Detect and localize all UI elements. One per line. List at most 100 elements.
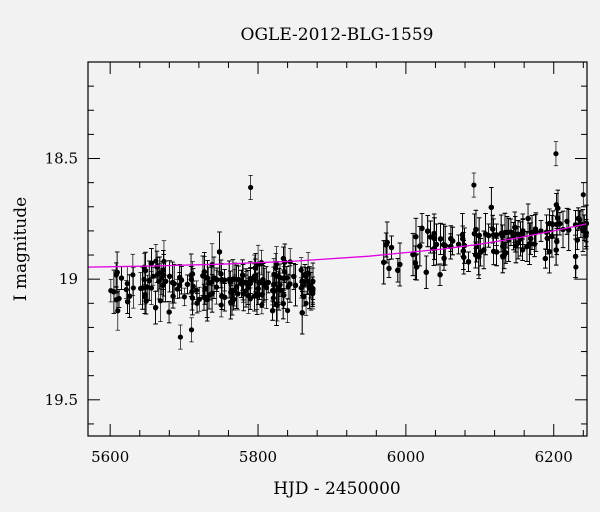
- x-tick-label: 6000: [387, 448, 425, 466]
- data-point: [251, 273, 257, 279]
- data-point: [248, 184, 254, 191]
- data-point: [273, 301, 280, 307]
- data-point: [490, 226, 496, 232]
- data-point: [125, 299, 131, 305]
- data-point: [471, 182, 477, 188]
- data-point: [169, 280, 176, 286]
- data-point: [280, 300, 286, 307]
- data-point: [219, 293, 225, 299]
- data-point: [188, 327, 195, 333]
- data-point: [235, 291, 241, 297]
- data-point: [425, 228, 431, 234]
- data-point: [177, 274, 183, 281]
- data-point: [478, 249, 484, 255]
- data-point: [146, 278, 152, 284]
- data-point: [287, 281, 293, 287]
- data-point: [271, 288, 278, 294]
- data-point: [259, 292, 265, 298]
- data-point: [153, 305, 159, 311]
- data-point: [456, 241, 462, 247]
- data-point: [243, 279, 249, 286]
- data-point: [515, 240, 521, 246]
- data-point: [255, 286, 261, 292]
- data-point: [247, 278, 254, 284]
- data-point: [116, 295, 122, 302]
- data-point: [493, 232, 500, 238]
- data-point: [143, 298, 149, 304]
- data-point: [167, 273, 173, 279]
- data-point: [386, 265, 392, 271]
- data-point: [148, 260, 155, 266]
- data-point: [549, 233, 555, 239]
- data-point: [575, 215, 581, 222]
- data-point: [253, 265, 259, 271]
- data-point: [554, 221, 560, 228]
- data-point: [460, 248, 466, 254]
- data-point: [148, 285, 155, 291]
- x-axis-label: HJD - 2450000: [273, 479, 401, 499]
- data-point: [260, 280, 266, 286]
- data-point: [410, 251, 416, 258]
- data-point: [555, 215, 561, 221]
- data-point: [574, 237, 580, 243]
- data-point: [553, 202, 560, 208]
- data-point: [247, 296, 253, 302]
- data-point: [265, 279, 271, 286]
- data-point: [520, 228, 526, 234]
- data-point: [160, 282, 166, 288]
- chart-title: OGLE-2012-BLG-1559: [241, 25, 434, 45]
- data-point: [508, 229, 514, 235]
- data-point: [383, 242, 389, 248]
- data-point: [276, 286, 282, 292]
- data-point: [111, 289, 117, 295]
- data-point: [546, 249, 552, 255]
- data-point: [388, 244, 395, 251]
- y-tick-label: 19: [59, 270, 78, 288]
- data-point: [130, 272, 136, 278]
- data-point: [118, 275, 125, 281]
- data-point: [184, 281, 191, 287]
- y-tick-label: 19.5: [45, 391, 78, 409]
- data-point: [130, 285, 136, 291]
- data-point: [218, 302, 224, 308]
- data-point: [524, 243, 530, 250]
- axes: 5600 5800 6000 6200 18.5 19 19.5: [45, 62, 587, 466]
- data-point: [554, 238, 560, 245]
- model-curve: [87, 223, 588, 268]
- data-point: [226, 276, 232, 283]
- data-point: [532, 226, 539, 232]
- x-tick-label: 5600: [91, 448, 129, 466]
- data-point: [219, 277, 225, 283]
- data-point: [113, 272, 119, 278]
- plot-area: [87, 141, 589, 350]
- data-point: [553, 151, 559, 157]
- data-point: [124, 280, 130, 287]
- data-point: [291, 273, 297, 280]
- data-point: [202, 285, 208, 291]
- data-point: [163, 278, 169, 284]
- data-point: [170, 293, 176, 299]
- data-point: [228, 289, 234, 295]
- data-point: [280, 255, 287, 262]
- data-point: [292, 282, 299, 288]
- data-point: [127, 293, 133, 299]
- data-point: [531, 241, 538, 247]
- data-point: [216, 249, 223, 255]
- data-point: [232, 276, 238, 282]
- data-point: [196, 296, 203, 302]
- data-point: [200, 273, 206, 279]
- data-point: [525, 215, 531, 222]
- data-point: [427, 234, 434, 240]
- data-point: [395, 267, 401, 273]
- data-point: [206, 292, 212, 298]
- data-point: [181, 294, 188, 300]
- data-point: [581, 225, 587, 231]
- data-point: [437, 236, 444, 242]
- x-tick-label: 5800: [239, 448, 277, 466]
- data-point: [580, 192, 586, 198]
- data-point: [488, 204, 494, 210]
- data-point: [441, 255, 447, 261]
- data-point: [302, 272, 308, 278]
- data-point: [573, 264, 579, 270]
